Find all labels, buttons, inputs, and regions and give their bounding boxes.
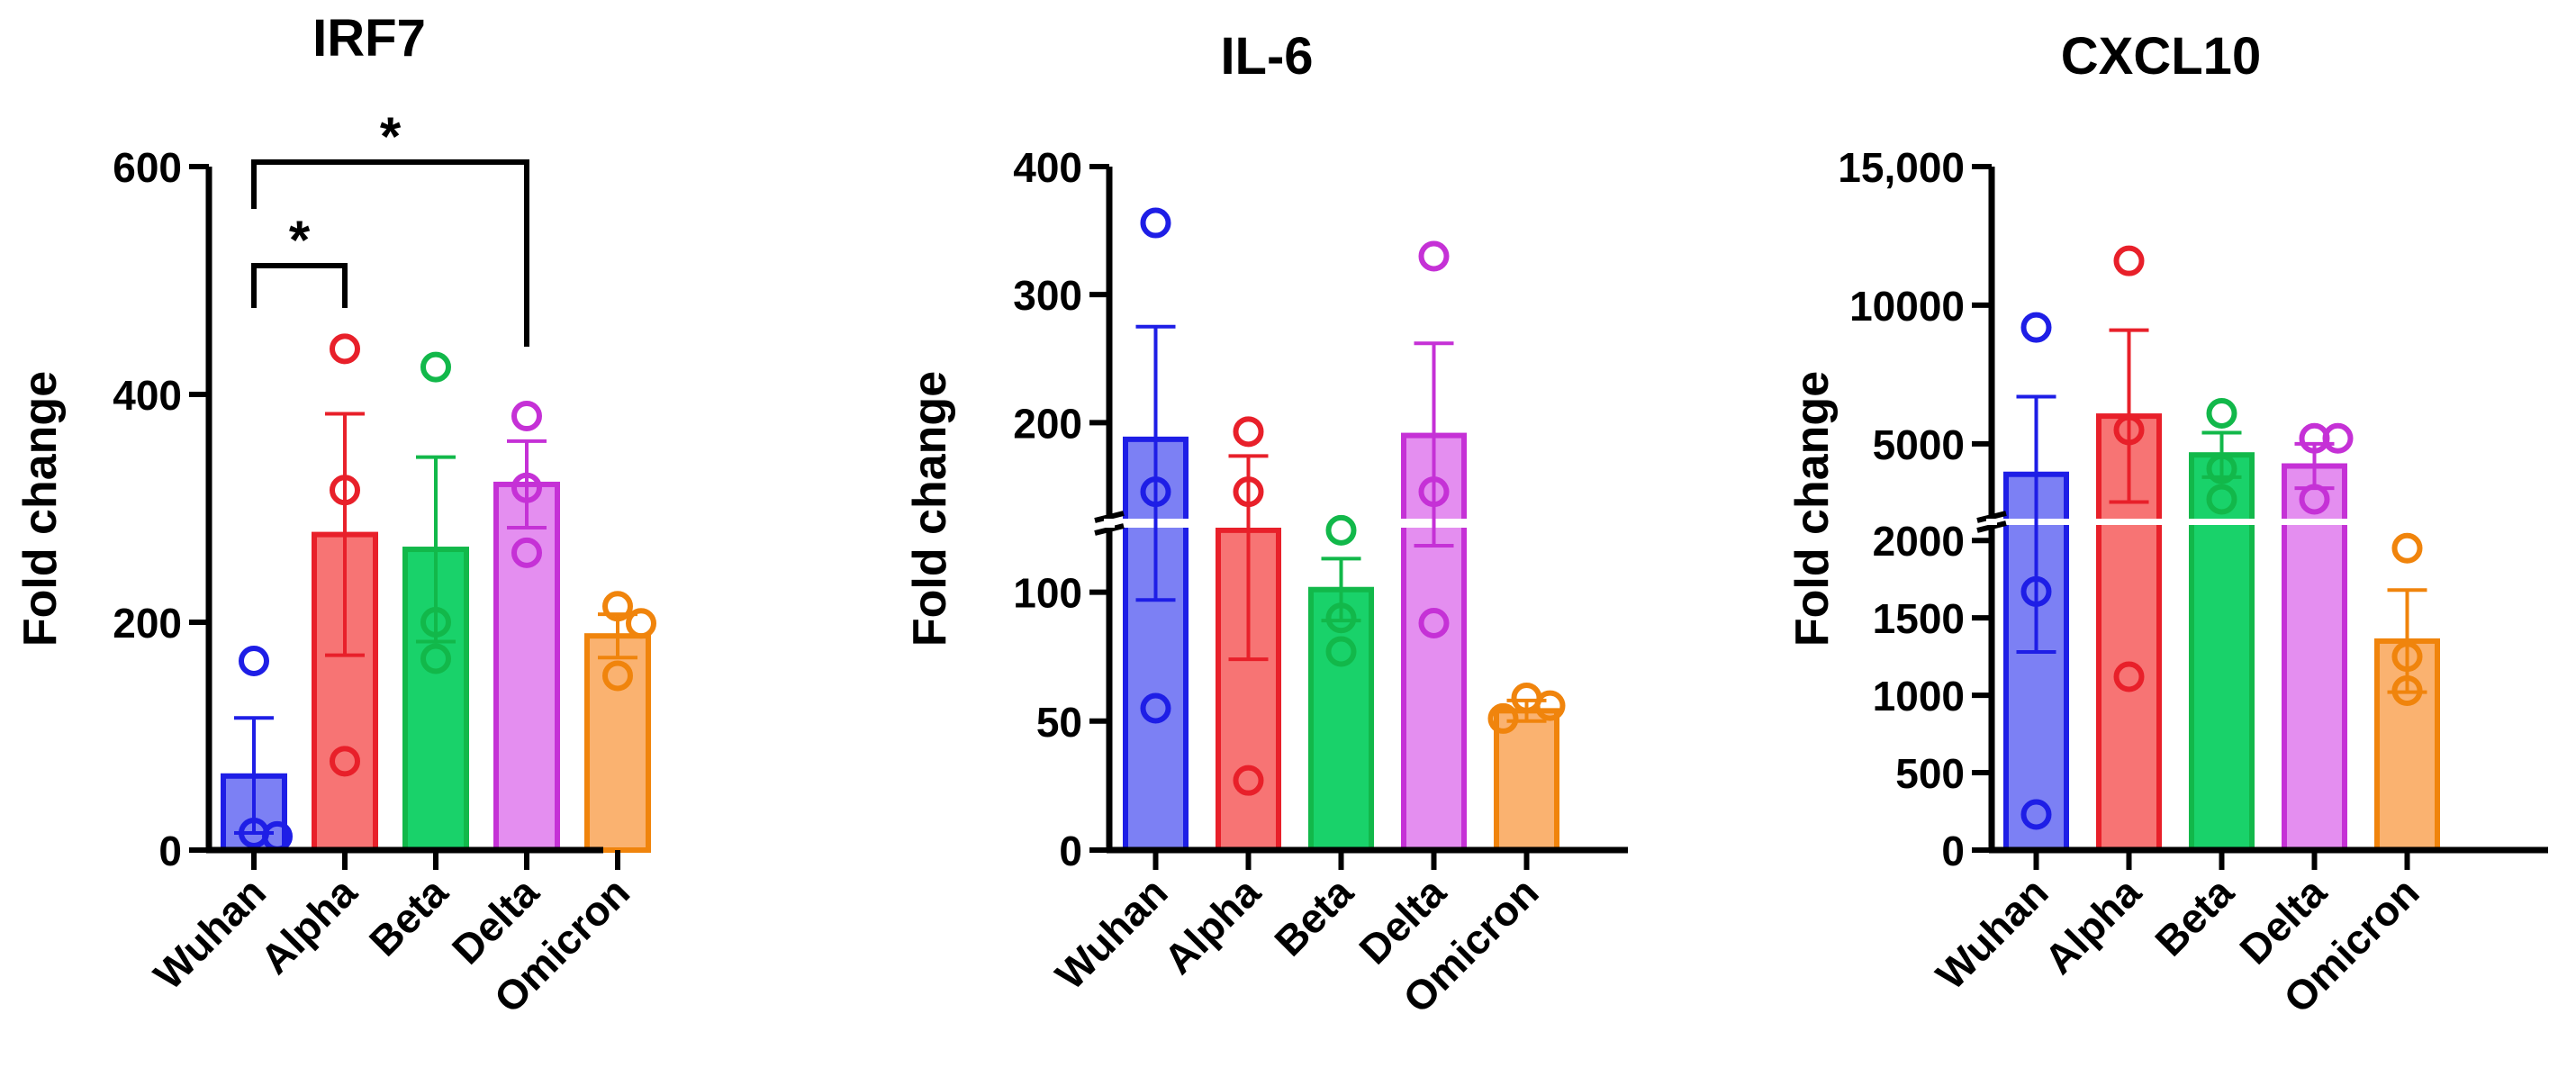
data-point-delta	[511, 472, 542, 503]
y-axis-label: Fold change	[1786, 371, 1839, 647]
axis-break-gap	[1986, 519, 1997, 525]
data-point-alpha	[1233, 765, 1264, 796]
data-point-wuhan	[2020, 312, 2052, 343]
data-point-beta	[1325, 636, 1357, 667]
data-point-delta	[2299, 484, 2330, 515]
axis-break-gap	[1073, 519, 1637, 528]
x-tick-label-alpha: Alpha	[251, 868, 366, 982]
y-tick-label: 10000	[1849, 283, 1965, 330]
error-bar-alpha	[1228, 454, 1269, 662]
error-bar-wuhan	[2016, 394, 2056, 654]
y-tick-label: 100	[1013, 570, 1082, 617]
error-bar-delta	[1414, 341, 1454, 548]
y-tick-label: 400	[1013, 144, 1082, 191]
y-tick-label: 400	[113, 372, 182, 419]
data-point-omicron	[2391, 532, 2423, 564]
data-point-alpha	[330, 333, 360, 365]
data-point-omicron	[602, 660, 633, 692]
data-point-beta	[2206, 453, 2237, 484]
y-tick-label: 2000	[1873, 518, 1965, 565]
y-tick-label: 200	[113, 600, 182, 647]
y-tick-label: 1500	[1873, 595, 1965, 642]
chart-title: IRF7	[312, 9, 426, 68]
data-point-wuhan	[1140, 207, 1171, 239]
y-tick-label: 0	[1941, 828, 1965, 874]
data-point-beta	[2206, 484, 2237, 515]
chart-panel-cxcl10: CXCL10 Fold change 0 500 1000 1500 2000 5000 1…	[1786, 27, 2557, 1022]
y-tick-label: 1000	[1873, 673, 1965, 719]
error-bar-delta	[507, 439, 547, 530]
x-tick-label-wuhan: Wuhan	[1046, 868, 1177, 999]
data-point-alpha	[330, 746, 360, 777]
data-point-wuhan	[2020, 799, 2052, 830]
significance-bracket: *	[251, 106, 529, 347]
x-tick-label-alpha: Alpha	[1154, 868, 1269, 982]
data-point-omicron	[1487, 702, 1519, 734]
data-point-delta	[2322, 422, 2354, 454]
data-point-wuhan	[239, 646, 269, 677]
error-bar-alpha	[325, 412, 365, 657]
data-point-beta	[1325, 514, 1357, 546]
significance-star: *	[380, 106, 402, 167]
axis-break-gap	[1104, 519, 1115, 528]
y-tick-label: 600	[113, 144, 182, 191]
data-point-wuhan	[2020, 575, 2052, 607]
data-point-alpha	[2113, 661, 2145, 692]
data-point-omicron	[2391, 674, 2423, 706]
y-tick-label: 200	[1013, 400, 1082, 447]
y-tick-label: 0	[1059, 828, 1082, 874]
x-tick-label-wuhan: Wuhan	[1927, 868, 2057, 999]
x-tick-label-alpha: Alpha	[2035, 868, 2149, 982]
error-bar-wuhan	[1135, 324, 1176, 602]
data-point-omicron	[626, 608, 656, 639]
x-tick-label-beta: Beta	[360, 868, 457, 965]
significance-star: *	[289, 210, 311, 270]
data-point-beta	[420, 607, 451, 638]
chart-panel-irf7: IRF7 Fold change 0 200 400 600 WuhanAlphaBet…	[14, 9, 656, 1022]
data-point-delta	[511, 401, 542, 432]
bar-delta	[493, 481, 560, 853]
y-tick-label: 500	[1895, 750, 1965, 797]
chart-panel-il6: IL-6 Fold change 0 50 100 200 300 400 WuhanAlp…	[904, 27, 1637, 1022]
data-point-delta	[1418, 476, 1450, 508]
y-tick-label: 15,000	[1838, 144, 1965, 191]
bar-omicron	[584, 633, 651, 853]
data-point-omicron	[2391, 641, 2423, 673]
significance-bracket: *	[251, 210, 348, 308]
y-tick-label: 5000	[1873, 421, 1965, 468]
x-tick-label-beta: Beta	[2146, 868, 2243, 965]
data-point-alpha	[1233, 416, 1264, 448]
data-point-delta	[511, 537, 542, 568]
data-point-alpha	[1233, 476, 1264, 508]
significance-bracket-line	[251, 159, 529, 347]
y-axis-label: Fold change	[904, 371, 956, 647]
data-point-delta	[1418, 607, 1450, 638]
data-point-alpha	[2113, 414, 2145, 446]
plot-area: 0 500 1000 1500 2000 5000 10000 15,000 WuhanAlph…	[1838, 144, 2557, 1022]
data-point-beta	[1325, 602, 1357, 634]
chart-title: CXCL10	[2061, 27, 2261, 86]
data-point-alpha	[2113, 245, 2145, 276]
data-point-beta	[420, 351, 451, 383]
x-tick-label-wuhan: Wuhan	[144, 868, 275, 999]
x-tick-label-beta: Beta	[1265, 868, 1362, 965]
data-point-omicron	[602, 591, 633, 622]
data-point-omicron	[1534, 690, 1566, 721]
data-point-beta	[2206, 398, 2237, 430]
significance-bracket-line	[251, 263, 348, 308]
data-point-beta	[420, 643, 451, 674]
axis-break-gap	[1956, 519, 2557, 525]
plot-area: 050100200300400WuhanAlphaBetaDeltaOmicro…	[1013, 144, 1637, 1022]
y-tick-label: 300	[1013, 272, 1082, 319]
y-tick-label: 0	[158, 828, 182, 874]
y-axis-label: Fold change	[14, 371, 67, 647]
data-point-delta	[1418, 240, 1450, 272]
data-point-wuhan	[1140, 692, 1171, 724]
data-point-wuhan	[1140, 476, 1171, 508]
data-point-alpha	[330, 475, 360, 506]
y-tick-label: 50	[1036, 699, 1082, 746]
chart-title: IL-6	[1220, 27, 1313, 86]
